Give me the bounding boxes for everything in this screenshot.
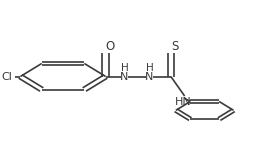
Text: H: H [146,63,153,73]
Text: N: N [120,71,129,82]
Text: HN: HN [175,97,192,107]
Text: Cl: Cl [1,71,12,82]
Text: H: H [121,63,128,73]
Text: S: S [172,40,179,53]
Text: O: O [106,40,115,53]
Text: N: N [145,71,154,82]
